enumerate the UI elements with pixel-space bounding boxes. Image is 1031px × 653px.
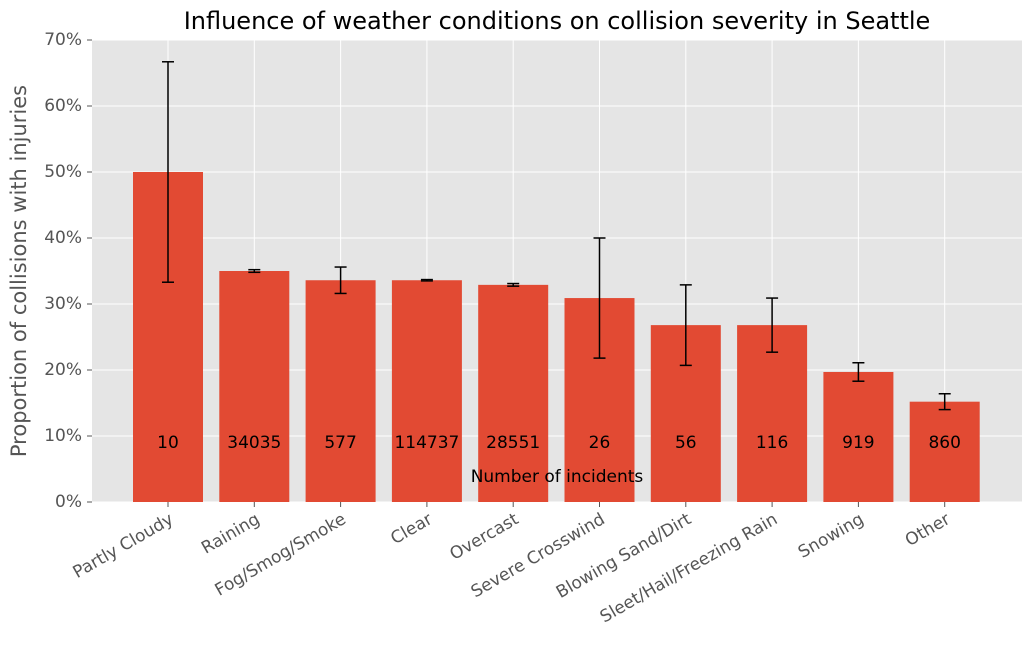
count-label: 114737 — [394, 433, 459, 453]
y-tick-label: 40% — [44, 228, 82, 248]
x-tick-label: Raining — [198, 509, 263, 558]
bar — [737, 325, 808, 502]
bar — [823, 371, 894, 502]
count-label: 34035 — [227, 433, 281, 453]
count-label: 56 — [675, 433, 697, 453]
x-tick-label: Partly Cloudy — [70, 509, 177, 583]
y-tick-label: 70% — [44, 30, 82, 50]
count-label: 28551 — [486, 433, 540, 453]
count-label: 860 — [928, 433, 960, 453]
y-tick-label: 60% — [44, 96, 82, 116]
count-label: 26 — [589, 433, 611, 453]
chart-title: Influence of weather conditions on colli… — [184, 7, 931, 35]
bar — [219, 271, 290, 502]
count-label: 10 — [157, 433, 179, 453]
x-tick-label: Clear — [387, 509, 436, 549]
y-tick-label: 10% — [44, 426, 82, 446]
bar — [391, 280, 462, 502]
x-tick-label: Overcast — [447, 509, 523, 564]
count-label: 919 — [842, 433, 874, 453]
bar — [478, 284, 549, 502]
y-tick-label: 50% — [44, 162, 82, 182]
y-tick-label: 0% — [55, 492, 82, 512]
y-axis-label: Proportion of collisions with injuries — [7, 85, 31, 457]
bar — [305, 280, 376, 502]
count-label: 116 — [756, 433, 788, 453]
x-tick-label: Other — [902, 509, 954, 550]
y-tick-label: 30% — [44, 294, 82, 314]
x-tick-label: Snowing — [795, 509, 868, 562]
bar — [909, 401, 980, 502]
count-label: 577 — [324, 433, 356, 453]
annotation: Number of incidents — [471, 467, 644, 487]
y-tick-label: 20% — [44, 360, 82, 380]
